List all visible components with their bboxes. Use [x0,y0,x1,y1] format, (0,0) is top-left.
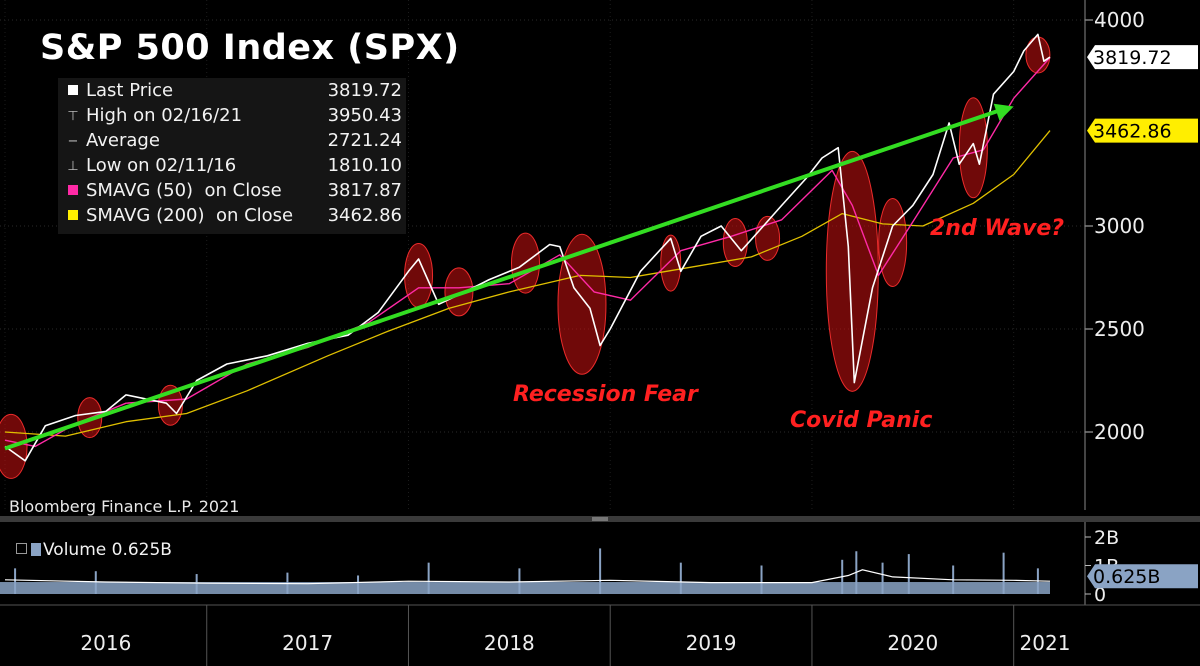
legend-value: 3462.86 [327,205,402,226]
legend-value: 1810.10 [327,155,402,176]
highlight-ellipse [1025,36,1051,74]
annotation-recession: Recession Fear [513,382,698,407]
white-square-icon [66,84,80,100]
legend-value: 2721.24 [327,130,402,151]
highlight-ellipse [557,233,607,375]
legend-low: ⊥ Low on 02/11/16 1810.10 [66,155,406,180]
y-tick-label-4000: 4000 [1094,8,1145,32]
y-tick-label-2500: 2500 [1094,317,1145,341]
annotation-second-wave: 2nd Wave? [930,216,1065,241]
blue-square-icon [31,543,41,556]
trend-arrow-head [993,103,1014,121]
average-tick-icon: − [67,134,79,149]
last-price-tag-text: 3819.72 [1093,47,1172,69]
x-tick-label-2019: 2019 [686,631,737,655]
x-tick-label-2016: 2016 [80,631,131,655]
volume-legend-label: Volume 0.625B [43,540,172,560]
highlight-ellipse [878,197,908,287]
volume-layer [0,548,1051,594]
volume-tick-label: 2B [1094,527,1119,549]
x-tick-label-2018: 2018 [484,631,535,655]
legend-label: High on 02/16/21 [86,105,243,126]
magenta-square-icon [66,184,80,200]
annotation-covid: Covid Panic [790,408,933,433]
x-tick-label-2020: 2020 [887,631,938,655]
legend-sma200: SMAVG (200) on Close 3462.86 [66,205,406,230]
legend-label: Low on 02/11/16 [86,155,237,176]
volume-area [0,582,1050,594]
legend-box: Last Price 3819.72 ⊤ High on 02/16/21 39… [58,78,406,234]
series-sma50 [4,57,1051,448]
legend-sma50: SMAVG (50) on Close 3817.87 [66,180,406,205]
y-tick-label-3000: 3000 [1094,214,1145,238]
volume-spike [427,562,430,594]
chart-grid [0,0,1085,510]
legend-high: ⊤ High on 02/16/21 3950.43 [66,105,406,130]
series-last-price [4,33,1051,462]
low-tick-icon: ⊥ [67,159,79,174]
volume-spike [881,562,884,594]
volume-spike [599,548,602,594]
volume-spike [679,562,682,594]
high-tick-icon: ⊤ [67,109,79,124]
sma200-price-tag-text: 3462.86 [1093,121,1172,143]
source-label: Bloomberg Finance L.P. 2021 [9,497,240,516]
volume-spike [1002,552,1005,594]
volume-tag-bg [1087,564,1198,589]
volume-spike [14,568,17,594]
last-price-tag: 3819.72 [1087,45,1198,70]
highlight-ellipse [660,234,682,292]
volume-spike [94,571,97,594]
legend-average: − Average 2721.24 [66,130,406,155]
highlight-ellipse [404,242,434,308]
pane-drag-handle [592,517,608,521]
volume-spike [907,554,910,594]
volume-spike [357,575,360,594]
sma200-price-tag: 3462.86 [1087,118,1198,143]
volume-tick-label: 0 [1094,584,1106,606]
volume-average-line [4,569,1051,585]
yellow-square-icon [66,209,80,225]
legend-label: Average [86,130,160,151]
legend-value: 3950.43 [327,105,402,126]
volume-tag-text: 0.625B [1093,566,1160,588]
volume-spike [518,568,521,594]
sma200-price-tag-bg [1087,118,1198,143]
volume-tag: 0.625B [1087,564,1198,589]
volume-legend: Volume 0.625B [16,540,172,560]
legend-value: 3819.72 [327,80,402,101]
x-tick-label-2017: 2017 [282,631,333,655]
series-layer [4,33,1051,462]
y-tick-label-2000: 2000 [1094,420,1145,444]
chart-title: S&P 500 Index (SPX) [40,28,460,68]
legend-label: SMAVG (50) on Close [86,180,282,201]
trend-line [4,107,1005,451]
x-tick-label-2021: 2021 [1020,631,1071,655]
expand-icon[interactable] [16,543,27,554]
legend-value: 3817.87 [327,180,402,201]
legend-label: SMAVG (200) on Close [86,205,294,226]
volume-spike [195,574,198,594]
last-price-tag-bg [1087,45,1198,70]
legend-last-price: Last Price 3819.72 [66,80,406,105]
volume-spike [760,565,763,594]
series-sma200 [4,130,1051,437]
legend-label: Last Price [86,80,174,101]
